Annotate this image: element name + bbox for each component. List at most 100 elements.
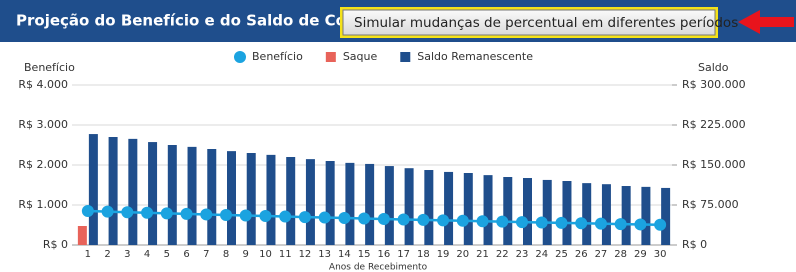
bar	[562, 181, 572, 245]
bar	[424, 170, 434, 245]
point	[417, 213, 430, 226]
bar	[444, 171, 454, 245]
point	[397, 213, 410, 226]
y2-tick-label: R$ 150.000	[682, 158, 746, 171]
point	[476, 215, 489, 228]
x-tick-label: 26	[575, 249, 588, 260]
x-tick-label: 1	[85, 249, 91, 260]
y-tick-label: R$ 1.000	[18, 198, 68, 211]
bar	[187, 146, 197, 245]
bar	[463, 173, 473, 245]
x-tick-label: 13	[318, 249, 331, 260]
bar	[483, 175, 493, 245]
bar	[207, 149, 217, 245]
bar	[167, 145, 177, 245]
point	[200, 208, 213, 221]
point	[298, 211, 311, 224]
x-tick-label: 23	[516, 249, 529, 260]
button-label: Simular mudanças de percentual em difere…	[354, 15, 738, 31]
header-title: Projeção do Benefício e do Saldo de Cont…	[16, 12, 374, 30]
legend-label: Saldo Remanescente	[417, 50, 533, 63]
legend-marker	[325, 52, 336, 62]
x-tick-label: 20	[456, 249, 469, 260]
point	[516, 216, 528, 229]
point	[614, 218, 627, 231]
bar	[305, 159, 315, 245]
legend-label: Saque	[343, 50, 378, 63]
bar	[404, 168, 414, 245]
y2-axis-title: Saldo	[698, 61, 729, 74]
point	[279, 210, 292, 223]
bar	[365, 163, 375, 245]
point	[160, 207, 173, 220]
x-tick-label: 11	[279, 249, 292, 260]
bar	[345, 162, 355, 245]
x-tick-label: 27	[595, 249, 608, 260]
point	[555, 216, 568, 229]
bar	[621, 186, 631, 245]
x-tick-label: 9	[243, 249, 249, 260]
bar	[384, 166, 394, 245]
bar	[641, 186, 651, 245]
point	[496, 215, 509, 228]
x-tick-label: 24	[535, 249, 548, 260]
simulate-button[interactable]: Simular mudanças de percentual em difere…	[340, 7, 738, 38]
x-tick-label: 22	[496, 249, 509, 260]
bar	[325, 161, 335, 245]
x-tick-label: 19	[437, 249, 450, 260]
bar	[246, 153, 256, 245]
x-tick-label: 17	[397, 249, 410, 260]
point	[318, 211, 331, 224]
point	[81, 205, 94, 217]
bar	[503, 177, 513, 245]
point	[180, 207, 193, 220]
legend-label: Benefício	[252, 50, 303, 63]
x-tick-label: 10	[259, 249, 272, 260]
y2-tick-label: R$ 300.000	[682, 78, 746, 91]
y2-tick-label: R$ 225.000	[682, 118, 746, 131]
x-tick-label: 30	[654, 249, 667, 260]
x-tick-label: 5	[164, 249, 170, 260]
point	[121, 206, 134, 219]
x-tick-label: 2	[104, 249, 110, 260]
bar	[523, 178, 532, 245]
bar	[108, 137, 118, 245]
x-axis-title: Anos de Recebimento	[329, 263, 428, 272]
point	[259, 210, 272, 223]
legend-marker	[234, 51, 246, 63]
point	[654, 218, 667, 231]
point	[141, 206, 154, 219]
point	[437, 214, 450, 227]
y-tick-label: R$ 3.000	[18, 118, 68, 131]
x-tick-label: 12	[299, 249, 312, 260]
point	[358, 212, 371, 225]
y-tick-label: R$ 2.000	[18, 158, 68, 171]
point	[594, 217, 607, 230]
point	[377, 213, 390, 225]
x-tick-label: 7	[203, 249, 209, 260]
bar	[88, 134, 98, 245]
point	[535, 216, 548, 229]
y-axis-title: Benefício	[24, 61, 75, 74]
bar	[266, 154, 276, 245]
x-tick-label: 21	[476, 249, 489, 260]
y-tick-label: R$ 0	[43, 238, 68, 251]
x-tick-label: 15	[358, 249, 371, 260]
point	[239, 209, 252, 222]
point	[575, 217, 588, 230]
point	[634, 218, 647, 231]
x-tick-label: 16	[377, 249, 390, 260]
y-tick-label: R$ 4.000	[18, 78, 68, 91]
x-tick-label: 6	[183, 249, 189, 260]
point	[220, 209, 232, 221]
bar	[661, 187, 671, 245]
bar	[148, 142, 158, 245]
y2-tick-label: R$ 0	[682, 238, 707, 251]
x-tick-label: 4	[144, 249, 150, 260]
point	[338, 212, 351, 225]
bar	[286, 157, 296, 245]
y2-tick-label: R$ 75.000	[682, 198, 739, 211]
point	[456, 214, 469, 227]
